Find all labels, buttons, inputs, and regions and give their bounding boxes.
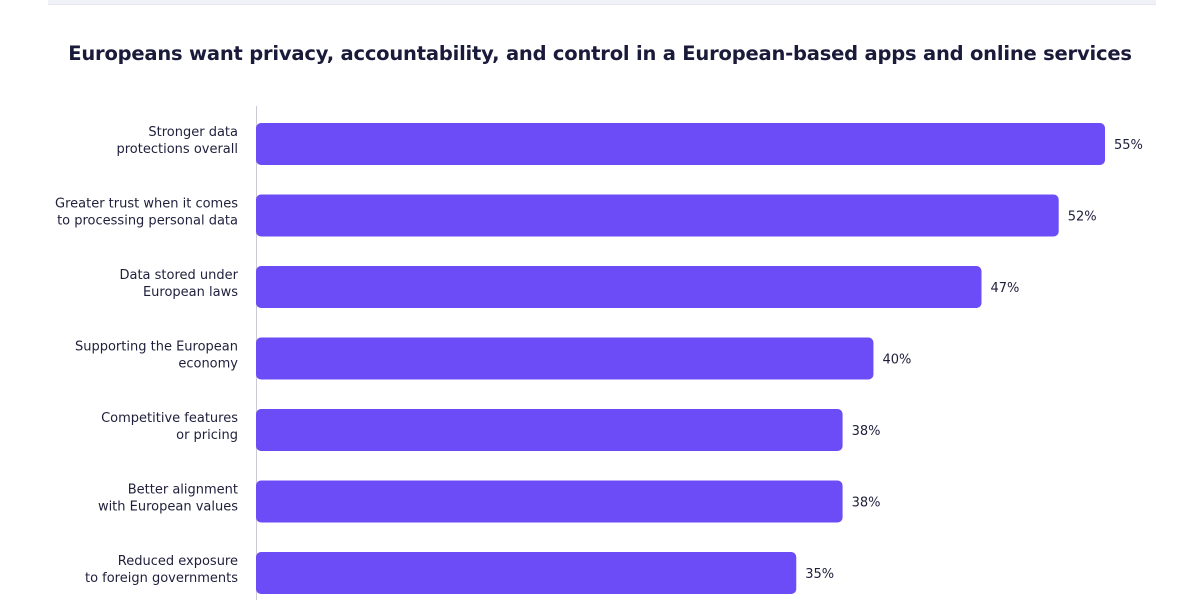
category-label-3: Data stored under European laws bbox=[119, 268, 238, 300]
value-label-1: 55% bbox=[1114, 138, 1143, 153]
bar-5 bbox=[256, 409, 843, 451]
bar-2 bbox=[256, 194, 1059, 237]
top-divider-band bbox=[48, 0, 1156, 5]
value-label-3: 47% bbox=[991, 281, 1020, 296]
bar-3 bbox=[256, 266, 982, 308]
value-label-2: 52% bbox=[1068, 210, 1097, 225]
category-label-2: Greater trust when it comes to processing… bbox=[55, 197, 238, 229]
bar-1 bbox=[256, 123, 1105, 165]
bar-6 bbox=[256, 480, 843, 523]
value-label-7: 35% bbox=[805, 567, 834, 582]
chart-title: Europeans want privacy, accountability, … bbox=[68, 42, 1132, 65]
category-label-4: Supporting the European economy bbox=[75, 340, 238, 372]
value-label-5: 38% bbox=[852, 424, 881, 439]
value-label-6: 38% bbox=[852, 496, 881, 511]
category-label-1: Stronger data protections overall bbox=[117, 125, 239, 157]
category-label-7: Reduced exposure to foreign governments bbox=[85, 554, 238, 586]
bar-4 bbox=[256, 337, 874, 380]
value-label-4: 40% bbox=[882, 353, 911, 368]
bar-7 bbox=[256, 552, 797, 594]
category-label-5: Competitive features or pricing bbox=[101, 411, 238, 443]
category-label-6: Better alignment with European values bbox=[98, 483, 238, 515]
